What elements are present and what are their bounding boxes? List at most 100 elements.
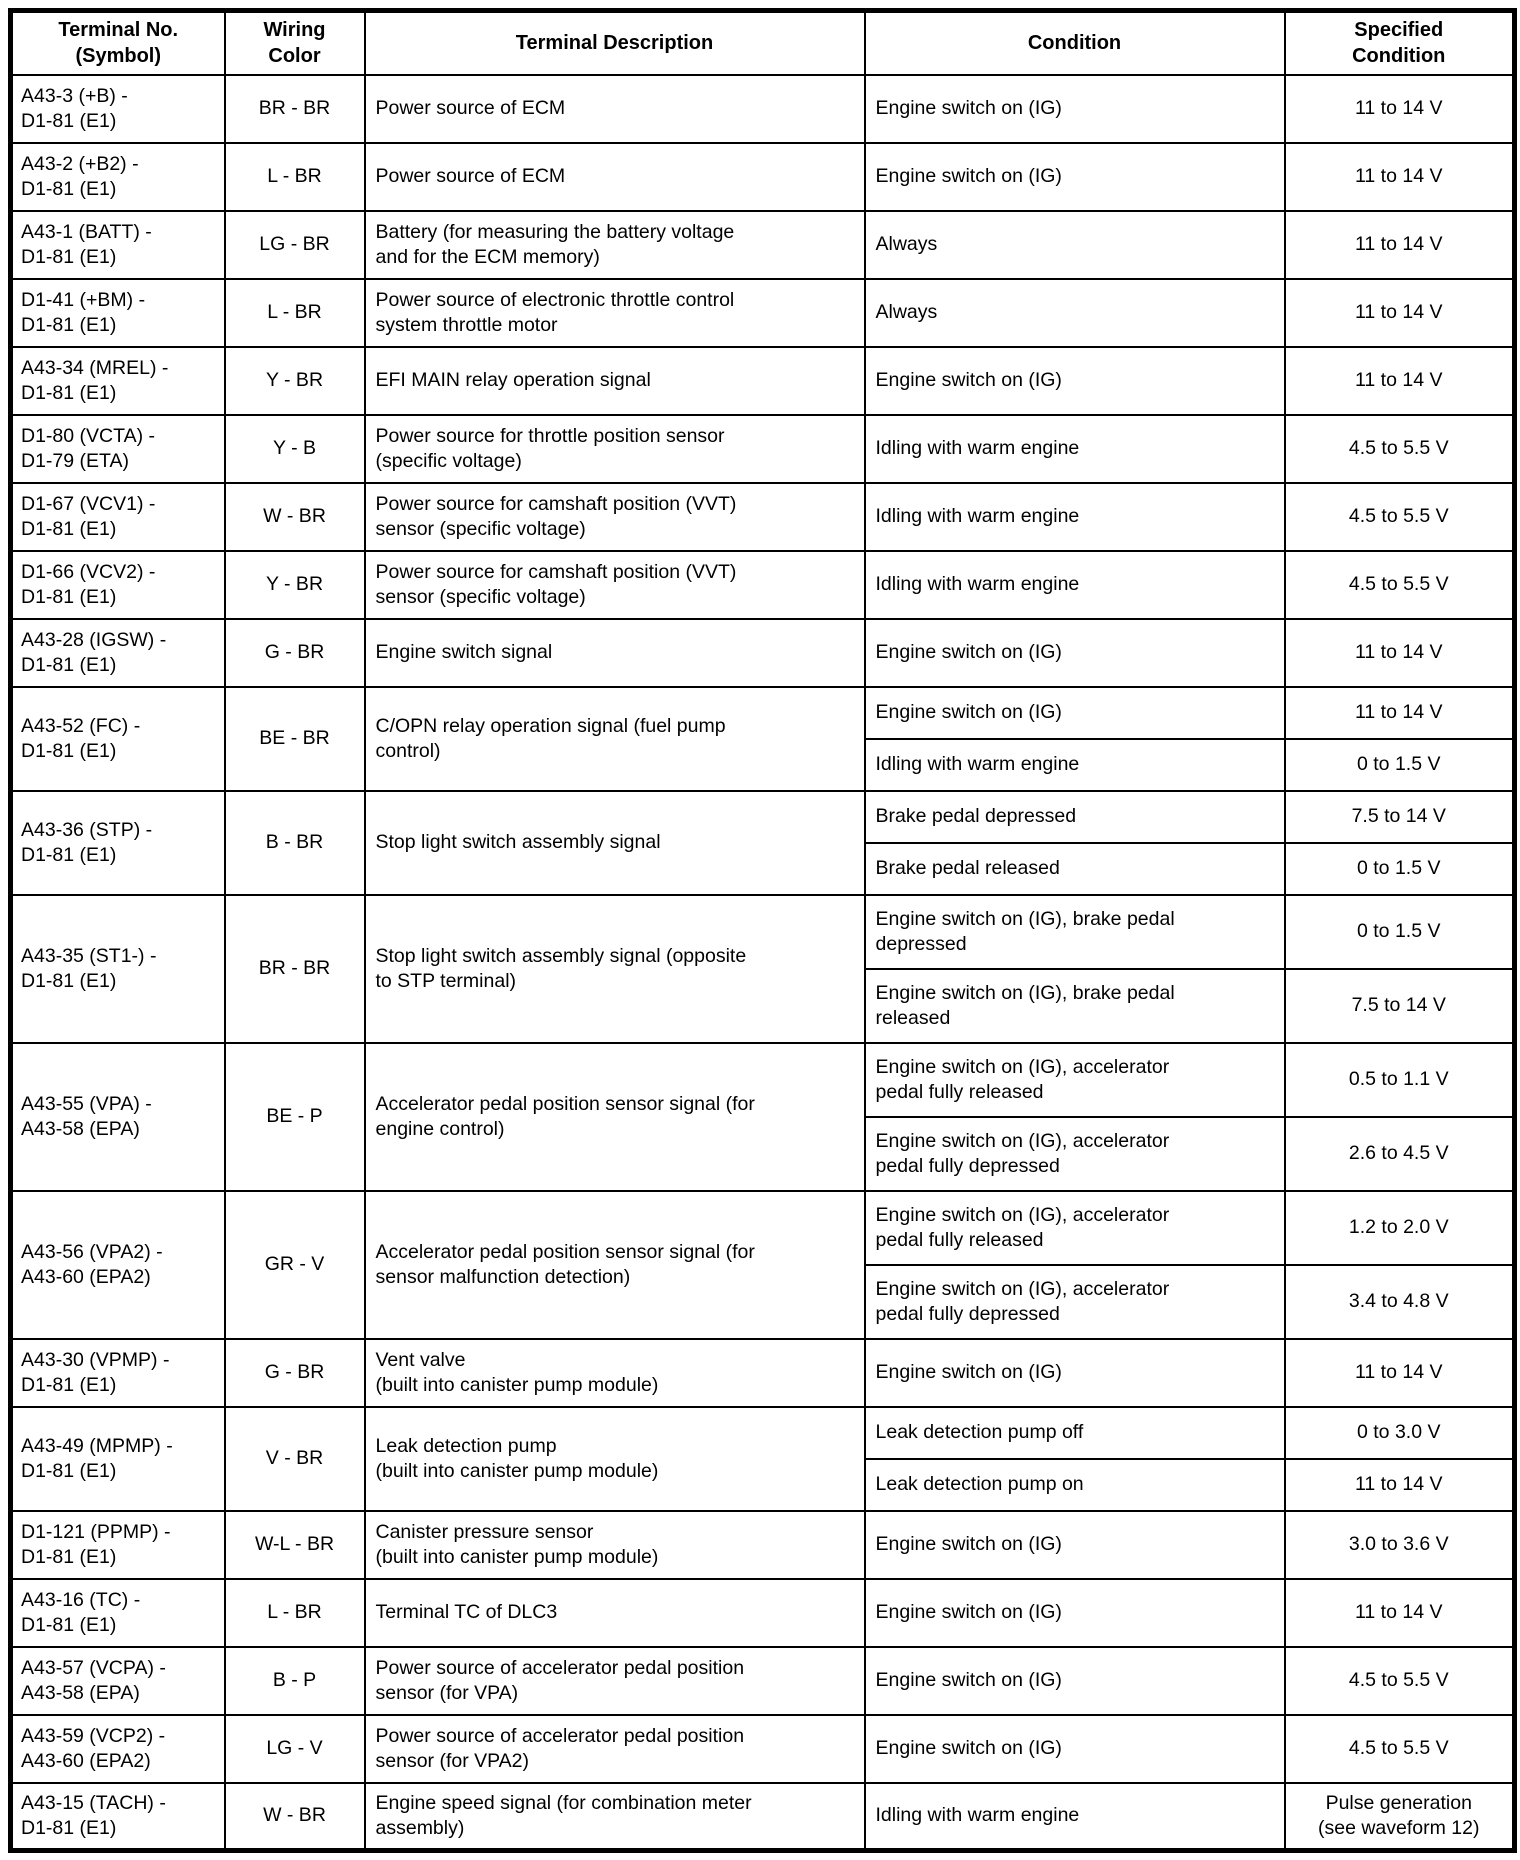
terminal-no-cell: A43-52 (FC) - D1-81 (E1) — [9, 685, 226, 792]
condition-cell: Idling with warm engine — [863, 1781, 1286, 1852]
specified-condition-cell: 11 to 14 V — [1283, 277, 1516, 348]
terminal-description-cell: Battery (for measuring the battery volta… — [363, 209, 866, 280]
table-row: A43-52 (FC) - D1-81 (E1) BE - BR C/OPN rel… — [9, 685, 1516, 792]
specified-condition-cell: 1.2 to 2.0 V — [1283, 1189, 1516, 1266]
table-row: A43-2 (+B2) - D1-81 (E1) L - BR Power sour… — [9, 141, 1516, 212]
terminal-no-cell: A43-28 (IGSW) - D1-81 (E1) — [9, 617, 226, 688]
specified-condition-cell: 11 to 14 V — [1283, 209, 1516, 280]
table-row: Engine switch on (IG), accelerator pedal… — [11, 1115, 1516, 1192]
wiring-color-cell: GR - V — [223, 1189, 366, 1340]
wiring-color-cell: LG - V — [223, 1713, 366, 1784]
condition-cell: Always — [863, 209, 1286, 280]
specified-condition-cell: 2.6 to 4.5 V — [1283, 1115, 1516, 1192]
wiring-color-cell: BE - BR — [223, 685, 366, 792]
table-row: Idling with warm engine 0 to 1.5 V — [11, 737, 1516, 792]
condition-cell: Engine switch on (IG) — [863, 1509, 1286, 1580]
condition-cell: Engine switch on (IG) — [863, 1645, 1286, 1716]
condition-cell: Idling with warm engine — [863, 413, 1286, 484]
terminal-description-cell: Vent valve (built into canister pump mod… — [363, 1337, 866, 1408]
table-row: A43-1 (BATT) - D1-81 (E1) LG - BR Battery … — [9, 209, 1516, 280]
condition-cell: Idling with warm engine — [863, 549, 1286, 620]
specified-condition-cell: 7.5 to 14 V — [1283, 789, 1516, 844]
wiring-color-cell: BE - P — [223, 1041, 366, 1192]
wiring-color-cell: BR - BR — [223, 893, 366, 1044]
condition-cell: Engine switch on (IG) — [863, 1337, 1286, 1408]
condition-cell: Engine switch on (IG), accelerator pedal… — [863, 1115, 1286, 1192]
terminal-no-cell: D1-121 (PPMP) - D1-81 (E1) — [9, 1509, 226, 1580]
table-row: A43-35 (ST1-) - D1-81 (E1) BR - BR Stop li… — [9, 893, 1516, 1044]
condition-cell: Engine switch on (IG), accelerator pedal… — [863, 1189, 1286, 1266]
header-terminal-description: Terminal Description — [363, 9, 866, 76]
wiring-color-cell: Y - BR — [223, 549, 366, 620]
wiring-color-cell: G - BR — [223, 1337, 366, 1408]
wiring-color-cell: Y - B — [223, 413, 366, 484]
wiring-color-cell: L - BR — [223, 141, 366, 212]
specified-condition-cell: 4.5 to 5.5 V — [1283, 413, 1516, 484]
condition-cell: Engine switch on (IG), accelerator pedal… — [863, 1263, 1286, 1340]
terminal-description-cell: Power source of accelerator pedal positi… — [363, 1645, 866, 1716]
specified-condition-cell: 11 to 14 V — [1283, 141, 1516, 212]
specified-condition-cell: 3.0 to 3.6 V — [1283, 1509, 1516, 1580]
terminal-description-cell: Accelerator pedal position sensor signal… — [363, 1189, 866, 1340]
table-row: D1-121 (PPMP) - D1-81 (E1) W-L - BR Canist… — [9, 1509, 1516, 1580]
condition-cell: Leak detection pump off — [863, 1405, 1286, 1460]
terminal-no-cell: A43-35 (ST1-) - D1-81 (E1) — [9, 893, 226, 1044]
terminal-no-cell: A43-56 (VPA2) - A43-60 (EPA2) — [9, 1189, 226, 1340]
specified-condition-cell: 11 to 14 V — [1283, 1337, 1516, 1408]
wiring-color-cell: LG - BR — [223, 209, 366, 280]
table-row: D1-41 (+BM) - D1-81 (E1) L - BR Power sour… — [9, 277, 1516, 348]
terminal-description-cell: Power source of accelerator pedal positi… — [363, 1713, 866, 1784]
condition-cell: Engine switch on (IG) — [863, 685, 1286, 740]
condition-cell: Idling with warm engine — [863, 737, 1286, 792]
wiring-color-cell: G - BR — [223, 617, 366, 688]
terminal-no-cell: D1-41 (+BM) - D1-81 (E1) — [9, 277, 226, 348]
specified-condition-cell: 0 to 1.5 V — [1283, 893, 1516, 970]
terminal-description-cell: Terminal TC of DLC3 — [363, 1577, 866, 1648]
terminal-description-cell: Power source for camshaft position (VVT)… — [363, 549, 866, 620]
terminal-no-cell: A43-16 (TC) - D1-81 (E1) — [9, 1577, 226, 1648]
terminal-no-cell: D1-80 (VCTA) - D1-79 (ETA) — [9, 413, 226, 484]
table-row: A43-36 (STP) - D1-81 (E1) B - BR Stop ligh… — [9, 789, 1516, 896]
header-terminal-no: Terminal No. (Symbol) — [9, 9, 226, 76]
wiring-color-cell: B - P — [223, 1645, 366, 1716]
condition-cell: Engine switch on (IG) — [863, 345, 1286, 416]
terminal-description-cell: Power source of ECM — [363, 73, 866, 144]
table-row: D1-66 (VCV2) - D1-81 (E1) Y - BR Power sou… — [9, 549, 1516, 620]
condition-cell: Leak detection pump on — [863, 1457, 1286, 1512]
table-row: D1-80 (VCTA) - D1-79 (ETA) Y - B Power sou… — [9, 413, 1516, 484]
terminal-no-cell: A43-57 (VCPA) - A43-58 (EPA) — [9, 1645, 226, 1716]
condition-cell: Engine switch on (IG) — [863, 1577, 1286, 1648]
condition-cell: Engine switch on (IG), accelerator pedal… — [863, 1041, 1286, 1118]
condition-cell: Engine switch on (IG) — [863, 73, 1286, 144]
table-row: A43-49 (MPMP) - D1-81 (E1) V - BR Leak det… — [9, 1405, 1516, 1512]
terminal-description-cell: Stop light switch assembly signal — [363, 789, 866, 896]
terminal-description-cell: Stop light switch assembly signal (oppos… — [363, 893, 866, 1044]
specified-condition-cell: 11 to 14 V — [1283, 617, 1516, 688]
wiring-color-cell: V - BR — [223, 1405, 366, 1512]
wiring-color-cell: BR - BR — [223, 73, 366, 144]
table-row: A43-57 (VCPA) - A43-58 (EPA) B - P Power s… — [9, 1645, 1516, 1716]
terminal-no-cell: A43-49 (MPMP) - D1-81 (E1) — [9, 1405, 226, 1512]
table-row: A43-28 (IGSW) - D1-81 (E1) G - BR Engine s… — [9, 617, 1516, 688]
wiring-color-cell: W-L - BR — [223, 1509, 366, 1580]
terminal-description-cell: Engine switch signal — [363, 617, 866, 688]
header-specified-condition: Specified Condition — [1283, 9, 1516, 76]
table-row: A43-3 (+B) - D1-81 (E1) BR - BR Power sour… — [9, 73, 1516, 144]
table-row: D1-67 (VCV1) - D1-81 (E1) W - BR Power sou… — [9, 481, 1516, 552]
table-row: A43-16 (TC) - D1-81 (E1) L - BR Terminal T… — [9, 1577, 1516, 1648]
specified-condition-cell: 11 to 14 V — [1283, 1577, 1516, 1648]
terminal-no-cell: A43-1 (BATT) - D1-81 (E1) — [9, 209, 226, 280]
specified-condition-cell: 11 to 14 V — [1283, 1457, 1516, 1512]
specified-condition-cell: 11 to 14 V — [1283, 685, 1516, 740]
specified-condition-cell: 4.5 to 5.5 V — [1283, 1645, 1516, 1716]
wiring-color-cell: B - BR — [223, 789, 366, 896]
condition-cell: Always — [863, 277, 1286, 348]
table-row: A43-34 (MREL) - D1-81 (E1) Y - BR EFI MAIN… — [9, 345, 1516, 416]
table-row: A43-55 (VPA) - A43-58 (EPA) BE - P Acceler… — [9, 1041, 1516, 1192]
terminal-no-cell: A43-30 (VPMP) - D1-81 (E1) — [9, 1337, 226, 1408]
terminal-description-cell: Power source for camshaft position (VVT)… — [363, 481, 866, 552]
condition-cell: Engine switch on (IG) — [863, 617, 1286, 688]
terminal-description-cell: Power source of electronic throttle cont… — [363, 277, 866, 348]
terminal-description-cell: Canister pressure sensor (built into can… — [363, 1509, 866, 1580]
